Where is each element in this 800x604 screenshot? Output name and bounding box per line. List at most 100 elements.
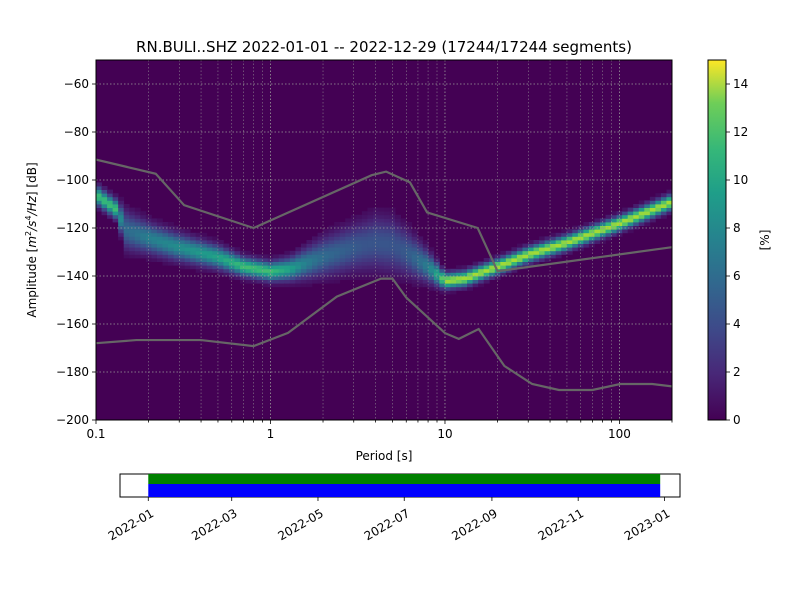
heatmap-cell xyxy=(312,258,318,262)
heatmap-cell xyxy=(378,211,385,216)
heatmap-cell xyxy=(350,214,357,219)
heatmap-cell xyxy=(616,232,623,237)
heatmap-cell xyxy=(395,261,402,266)
heatmap-cell xyxy=(428,286,435,291)
heatmap-cell xyxy=(588,236,595,241)
heatmap-cell xyxy=(411,268,418,273)
heatmap-cell xyxy=(201,261,208,266)
heatmap-cell xyxy=(179,254,186,259)
heatmap-cell xyxy=(505,254,512,259)
heatmap-cell xyxy=(306,265,313,270)
heatmap-cell xyxy=(428,276,435,280)
heatmap-cell xyxy=(505,268,512,273)
y-tick-label: −160 xyxy=(56,317,89,331)
heatmap-cell xyxy=(245,265,252,270)
heatmap-cell xyxy=(201,232,208,237)
heatmap-cell xyxy=(367,207,374,212)
heatmap-cell xyxy=(528,254,534,259)
heatmap-cell xyxy=(367,268,374,273)
heatmap-cell xyxy=(572,247,579,252)
heatmap-cell xyxy=(168,258,174,262)
heatmap-cell xyxy=(134,225,141,230)
x-tick-label: 10 xyxy=(437,427,452,441)
heatmap-cell xyxy=(339,265,346,270)
heatmap-cell xyxy=(295,247,302,252)
heatmap-cell xyxy=(511,254,518,259)
heatmap-cell xyxy=(622,207,629,212)
heatmap-cell xyxy=(151,258,158,262)
heatmap-cell xyxy=(184,261,191,266)
heatmap-cell xyxy=(633,214,640,219)
heatmap-cell xyxy=(123,218,130,223)
heatmap-cell xyxy=(417,258,424,262)
heatmap-cell xyxy=(223,268,230,273)
heatmap-cell xyxy=(162,254,169,259)
heatmap-cell xyxy=(195,232,202,237)
heatmap-cell xyxy=(162,247,169,252)
heatmap-cell xyxy=(395,254,402,259)
heatmap-cell xyxy=(389,218,396,223)
heatmap-cell xyxy=(212,254,219,259)
heatmap-cell xyxy=(461,286,468,291)
heatmap-cell xyxy=(278,279,285,284)
heatmap-cell xyxy=(273,261,280,266)
heatmap-cell xyxy=(406,258,413,262)
heatmap-cell xyxy=(156,258,163,262)
heatmap-cell xyxy=(450,283,457,288)
heatmap-cell xyxy=(129,250,136,255)
heatmap-cell xyxy=(500,258,507,262)
heatmap-cell xyxy=(395,243,402,248)
heatmap-cell xyxy=(306,272,313,277)
heatmap-cell xyxy=(367,232,374,237)
heatmap-cell xyxy=(511,247,518,252)
heatmap-cell xyxy=(583,232,590,237)
heatmap-cell xyxy=(361,272,368,277)
heatmap-cell xyxy=(483,268,490,273)
heatmap-cell xyxy=(345,232,352,237)
x-tick-label: 1 xyxy=(267,427,275,441)
heatmap-cell xyxy=(372,232,379,237)
heatmap-cell xyxy=(406,261,413,266)
heatmap-cell xyxy=(273,283,280,288)
heatmap-cell xyxy=(616,222,623,226)
heatmap-cell xyxy=(162,261,169,266)
heatmap-cell xyxy=(456,286,462,291)
timeline-tick-label: 2022-11 xyxy=(536,506,586,543)
heatmap-cell xyxy=(156,218,163,223)
heatmap-cell xyxy=(96,182,102,187)
heatmap-cell xyxy=(223,250,230,255)
heatmap-cell xyxy=(406,240,413,244)
heatmap-cell xyxy=(622,229,629,234)
heatmap-cell xyxy=(278,265,285,270)
heatmap-cell xyxy=(356,240,363,244)
colorbar-tick-label: 10 xyxy=(733,173,748,187)
heatmap-cell xyxy=(550,240,557,244)
heatmap-cell xyxy=(378,250,385,255)
heatmap-cell xyxy=(96,196,102,201)
heatmap-cell xyxy=(206,247,213,252)
heatmap-cell xyxy=(456,265,462,270)
heatmap-cell xyxy=(107,204,114,208)
heatmap-cell xyxy=(300,250,307,255)
heatmap-cell xyxy=(273,276,280,280)
heatmap-cell xyxy=(156,232,163,237)
heatmap-cell xyxy=(162,232,169,237)
heatmap-cell xyxy=(456,283,462,288)
heatmap-cell xyxy=(201,268,208,273)
heatmap-cell xyxy=(212,261,219,266)
heatmap-cell xyxy=(151,247,158,252)
heatmap-cell xyxy=(439,290,446,295)
heatmap-cell xyxy=(190,232,197,237)
heatmap-cell xyxy=(278,276,285,280)
heatmap-cell xyxy=(561,247,568,252)
heatmap-cell xyxy=(533,247,540,252)
heatmap-cell xyxy=(300,254,307,259)
heatmap-cell xyxy=(649,204,656,208)
heatmap-cell xyxy=(588,243,595,248)
heatmap-cell xyxy=(372,268,379,273)
heatmap-cell xyxy=(384,265,390,270)
heatmap-cell xyxy=(600,232,606,237)
heatmap-cell xyxy=(372,218,379,223)
heatmap-cell xyxy=(472,276,479,280)
heatmap-cell xyxy=(212,250,219,255)
